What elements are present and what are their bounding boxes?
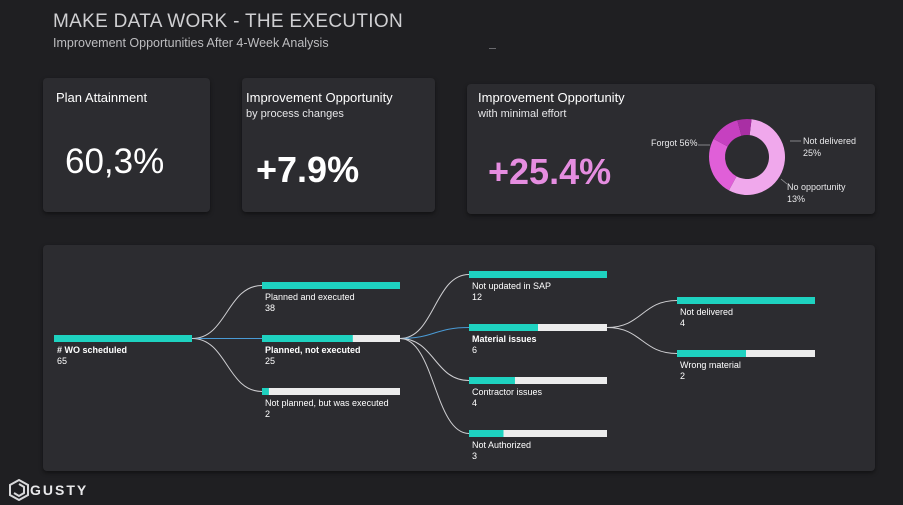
tree-bar-fill[interactable] xyxy=(469,324,538,331)
tree-node-name: Material issues xyxy=(472,334,537,345)
donut-label-forgot: Forgot 56% xyxy=(651,137,698,149)
divider xyxy=(489,48,496,49)
donut-label-pct: 13% xyxy=(787,193,846,205)
tree-node-label: Wrong material 2 xyxy=(680,360,741,382)
tree-node-name: Not planned, but was executed xyxy=(265,398,389,409)
tree-node-name: Not updated in SAP xyxy=(472,281,551,292)
tree-node-value: 65 xyxy=(57,356,127,367)
page-title: MAKE DATA WORK - THE EXECUTION xyxy=(53,11,403,33)
process-changes-card[interactable]: Improvement Opportunity by process chang… xyxy=(242,78,435,212)
tree-link xyxy=(400,339,469,434)
tree-bar-fill[interactable] xyxy=(677,350,746,357)
tree-node-label: Planned, not executed 25 xyxy=(265,345,361,367)
tree-node-value: 4 xyxy=(472,398,542,409)
tree-node-name: Not Authorized xyxy=(472,440,531,451)
tree-node-label: Not Authorized 3 xyxy=(472,440,531,462)
donut-label-pct: 25% xyxy=(803,147,856,159)
tree-node-value: 2 xyxy=(265,409,389,420)
tree-link xyxy=(607,301,677,328)
tree-node-name: Planned, not executed xyxy=(265,345,361,356)
tree-node-name: Wrong material xyxy=(680,360,741,371)
card-subtitle: by process changes xyxy=(246,108,344,120)
tree-node-name: Planned and executed xyxy=(265,292,355,303)
tree-node-value: 2 xyxy=(680,371,741,382)
donut-label-text: Not delivered xyxy=(803,135,856,147)
tree-node-label: # WO scheduled 65 xyxy=(57,345,127,367)
tree-bar-fill[interactable] xyxy=(469,377,515,384)
tree-link xyxy=(192,339,262,392)
brand-logo-text: GUSTY xyxy=(30,482,88,498)
tree-bar-fill[interactable] xyxy=(677,297,815,304)
tree-link xyxy=(400,328,469,339)
tree-node-name: Contractor issues xyxy=(472,387,542,398)
tree-bar-fill[interactable] xyxy=(262,335,353,342)
tree-bar-fill[interactable] xyxy=(469,271,607,278)
minimal-effort-card[interactable]: Improvement Opportunity with minimal eff… xyxy=(467,84,875,214)
donut-label-no-opportunity: No opportunity 13% xyxy=(787,181,846,205)
card-title: Plan Attainment xyxy=(56,90,147,105)
tree-node-value: 12 xyxy=(472,292,551,303)
tree-node-label: Contractor issues 4 xyxy=(472,387,542,409)
tree-node-label: Not planned, but was executed 2 xyxy=(265,398,389,420)
tree-node-name: # WO scheduled xyxy=(57,345,127,356)
page-subtitle: Improvement Opportunities After 4-Week A… xyxy=(53,36,329,50)
tree-node-name: Not delivered xyxy=(680,307,733,318)
plan-attainment-card[interactable]: Plan Attainment 60,3% xyxy=(43,78,210,212)
donut-label-text: No opportunity xyxy=(787,181,846,193)
tree-node-value: 6 xyxy=(472,345,537,356)
tree-link xyxy=(192,286,262,339)
process-changes-value: +7.9% xyxy=(256,149,359,191)
tree-node-value: 25 xyxy=(265,356,361,367)
tree-node-value: 38 xyxy=(265,303,355,314)
tree-bar-fill[interactable] xyxy=(469,430,504,437)
donut-slice-not-delivered[interactable] xyxy=(709,139,737,191)
tree-link xyxy=(400,275,469,339)
tree-node-label: Material issues 6 xyxy=(472,334,537,356)
donut-label-not-delivered: Not delivered 25% xyxy=(803,135,856,159)
tree-node-label: Planned and executed 38 xyxy=(265,292,355,314)
tree-node-value: 3 xyxy=(472,451,531,462)
cube-logo-icon xyxy=(8,479,30,501)
tree-link xyxy=(400,339,469,381)
decomposition-tree[interactable] xyxy=(43,245,875,471)
tree-bar-fill[interactable] xyxy=(262,388,269,395)
tree-node-label: Not updated in SAP 12 xyxy=(472,281,551,303)
tree-bar-track[interactable] xyxy=(262,388,400,395)
card-title: Improvement Opportunity xyxy=(246,90,393,105)
tree-bar-fill[interactable] xyxy=(262,282,400,289)
decomposition-tree-card[interactable]: # WO scheduled 65 Planned and executed 38 Pl… xyxy=(43,245,875,471)
tree-bar-fill[interactable] xyxy=(54,335,192,342)
plan-attainment-value: 60,3% xyxy=(65,142,164,182)
tree-link xyxy=(607,328,677,354)
tree-node-label: Not delivered 4 xyxy=(680,307,733,329)
tree-node-value: 4 xyxy=(680,318,733,329)
